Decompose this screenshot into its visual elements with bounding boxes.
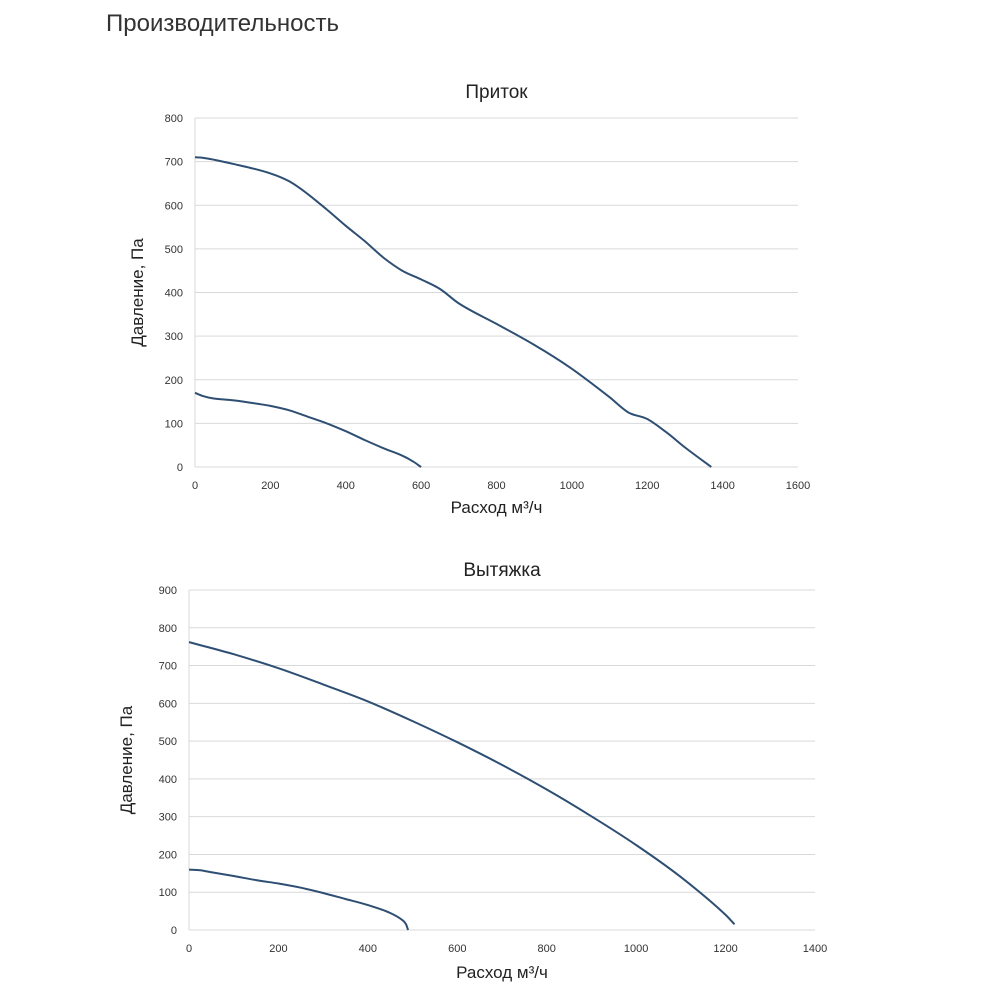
y-tick-label: 100 bbox=[165, 418, 183, 430]
x-tick-label: 200 bbox=[269, 943, 287, 955]
x-tick-label: 800 bbox=[538, 943, 556, 955]
x-tick-label: 400 bbox=[359, 943, 377, 955]
x-tick-label: 0 bbox=[192, 480, 198, 492]
performance-curve-2 bbox=[194, 391, 422, 468]
x-tick-label: 600 bbox=[412, 480, 430, 492]
y-tick-label: 600 bbox=[159, 698, 177, 710]
y-tick-label: 500 bbox=[159, 736, 177, 748]
y-tick-label: 0 bbox=[171, 925, 177, 937]
y-tick-label: 700 bbox=[165, 157, 183, 169]
y-tick-label: 900 bbox=[159, 585, 177, 597]
x-tick-label: 1000 bbox=[560, 480, 584, 492]
x-tick-label: 1600 bbox=[786, 480, 810, 492]
x-axis-label: Расход м³/ч bbox=[456, 963, 548, 982]
y-tick-label: 300 bbox=[159, 812, 177, 824]
page-title: Производительность bbox=[106, 10, 339, 37]
chart-pritok: 0 100 200 300 400 500 600 700 800 0 200 400 600 800 10… bbox=[128, 82, 810, 517]
y-tick-label: 100 bbox=[159, 887, 177, 899]
performance-curve-1 bbox=[188, 641, 736, 925]
chart-title: Вытяжка bbox=[463, 560, 541, 581]
y-tick-label: 200 bbox=[165, 375, 183, 387]
x-tick-label: 1200 bbox=[713, 943, 737, 955]
x-tick-label: 1000 bbox=[624, 943, 648, 955]
y-tick-label: 400 bbox=[165, 288, 183, 300]
x-tick-label: 1200 bbox=[635, 480, 659, 492]
y-tick-label: 200 bbox=[159, 849, 177, 861]
x-axis-label: Расход м³/ч bbox=[451, 498, 543, 517]
y-axis-label: Давление, Па bbox=[128, 238, 147, 347]
y-tick-label: 400 bbox=[159, 774, 177, 786]
x-tick-label: 600 bbox=[448, 943, 466, 955]
performance-curve-1 bbox=[194, 156, 712, 468]
x-tick-label: 800 bbox=[487, 480, 505, 492]
y-tick-label: 600 bbox=[165, 200, 183, 212]
performance-curve-2 bbox=[188, 868, 410, 931]
y-axis-label: Давление, Па bbox=[117, 705, 136, 814]
y-tick-label: 800 bbox=[159, 623, 177, 635]
x-tick-label: 1400 bbox=[710, 480, 734, 492]
y-tick-label: 0 bbox=[177, 462, 183, 474]
chart-title: Приток bbox=[465, 82, 528, 103]
x-tick-label: 1400 bbox=[803, 943, 827, 955]
x-tick-label: 200 bbox=[261, 480, 279, 492]
x-tick-label: 0 bbox=[186, 943, 192, 955]
y-tick-label: 700 bbox=[159, 661, 177, 673]
y-tick-label: 300 bbox=[165, 331, 183, 343]
y-tick-label: 800 bbox=[165, 113, 183, 125]
y-tick-label: 500 bbox=[165, 244, 183, 256]
chart-vytyazhka: 0 100 200 300 400 500 600 700 800 900 0 200 400 600 80… bbox=[117, 560, 827, 982]
x-tick-label: 400 bbox=[337, 480, 355, 492]
